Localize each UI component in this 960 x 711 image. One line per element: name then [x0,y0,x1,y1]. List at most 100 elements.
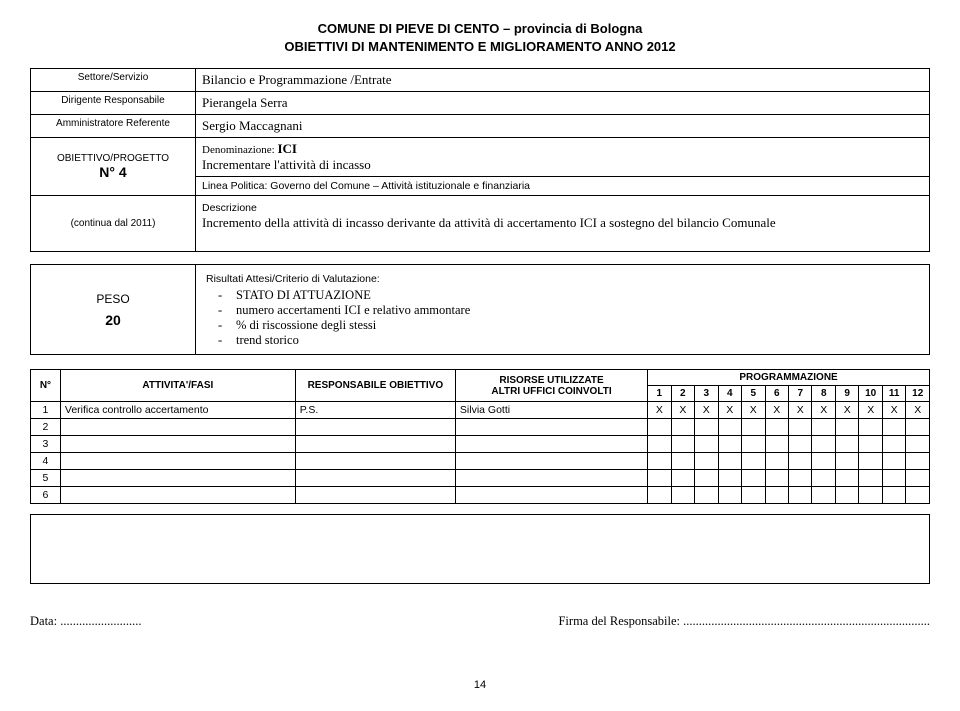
cell-month [695,436,718,453]
cell-month [859,487,882,504]
cell-month [812,470,835,487]
activity-table: N° ATTIVITA'/FASI RESPONSABILE OBIETTIVO… [30,369,930,504]
peso-label: PESO [41,292,185,306]
cell-month [648,487,671,504]
cell-attivita [60,436,295,453]
head-month: 7 [789,386,812,402]
value-amministratore: Sergio Maccagnani [196,115,930,138]
denominazione-label: Denominazione: [202,144,275,156]
cell-month [906,436,930,453]
cell-n: 6 [31,487,61,504]
footer-line: Data: .......................... Firma d… [30,614,930,629]
incrementare-text: Incrementare l'attività di incasso [202,157,371,172]
cell-month [765,419,788,436]
head-responsabile: RESPONSABILE OBIETTIVO [295,370,455,402]
cell-month: X [812,402,835,419]
cell-responsabile [295,487,455,504]
cell-month [718,453,741,470]
cell-month [718,487,741,504]
cell-month [835,436,858,453]
data-label: Data: .......................... [30,614,141,629]
cell-n: 1 [31,402,61,419]
firma-label: Firma del Responsabile: ................… [558,614,930,629]
label-continua: (continua dal 2011) [31,196,196,252]
head-month: 1 [648,386,671,402]
head-programmazione: PROGRAMMAZIONE [648,370,930,386]
cell-month [671,487,694,504]
cell-month [835,470,858,487]
linea-politica: Linea Politica: Governo del Comune – Att… [196,177,930,196]
label-settore: Settore/Servizio [31,69,196,92]
cell-month [906,487,930,504]
obiettivo-n-prefix: N° [99,164,115,180]
cell-month [812,487,835,504]
cell-month: X [835,402,858,419]
cell-attivita [60,487,295,504]
denominazione-value: ICI [277,141,297,156]
table-row: 5 [31,470,930,487]
cell-month [671,436,694,453]
label-amministratore: Amministratore Referente [31,115,196,138]
cell-month [695,487,718,504]
head-month: 4 [718,386,741,402]
cell-attivita: Verifica controllo accertamento [60,402,295,419]
cell-month: X [648,402,671,419]
cell-month: X [859,402,882,419]
head-month: 8 [812,386,835,402]
risultati-label: Risultati Attesi/Criterio di Valutazione… [206,273,380,285]
cell-month [882,436,905,453]
cell-month: X [906,402,930,419]
cell-n: 3 [31,436,61,453]
value-settore: Bilancio e Programmazione /Entrate [196,69,930,92]
cell-responsabile [295,419,455,436]
cell-month [648,470,671,487]
head-month: 6 [765,386,788,402]
cell-month [812,453,835,470]
cell-month [835,453,858,470]
cell-month [882,419,905,436]
table-row: 3 [31,436,930,453]
cell-month [765,453,788,470]
risultati-cell: Risultati Attesi/Criterio di Valutazione… [196,265,930,355]
risorse-line1: RISORSE UTILIZZATE [499,375,603,386]
cell-risorse [455,453,647,470]
cell-risorse: Silvia Gotti [455,402,647,419]
descrizione-cell: Descrizione Incremento della attività di… [196,196,930,252]
cell-month [671,453,694,470]
cell-month [906,453,930,470]
head-month: 5 [742,386,765,402]
cell-risorse [455,470,647,487]
cell-risorse [455,419,647,436]
notes-box [30,514,930,584]
cell-month: X [718,402,741,419]
cell-month [882,487,905,504]
cell-month [742,419,765,436]
cell-month [765,470,788,487]
cell-n: 2 [31,419,61,436]
cell-month [789,453,812,470]
peso-value: 20 [105,312,121,328]
label-dirigente: Dirigente Responsabile [31,92,196,115]
page-number: 14 [30,679,930,691]
cell-month: X [765,402,788,419]
head-n: N° [31,370,61,402]
cell-risorse [455,436,647,453]
risultati-item: STATO DI ATTUAZIONE [232,288,919,303]
denominazione-cell: Denominazione: ICI Incrementare l'attivi… [196,138,930,177]
cell-month [765,436,788,453]
cell-n: 5 [31,470,61,487]
cell-month [812,436,835,453]
cell-month [859,470,882,487]
cell-month [718,419,741,436]
table-row: 2 [31,419,930,436]
cell-month [789,419,812,436]
cell-month [648,419,671,436]
cell-responsabile: P.S. [295,402,455,419]
header-line2: OBIETTIVI DI MANTENIMENTO E MIGLIORAMENT… [30,38,930,56]
cell-month [742,470,765,487]
cell-risorse [455,487,647,504]
descrizione-label: Descrizione [202,202,257,214]
value-dirigente: Pierangela Serra [196,92,930,115]
descrizione-text: Incremento della attività di incasso der… [202,215,776,230]
cell-n: 4 [31,453,61,470]
